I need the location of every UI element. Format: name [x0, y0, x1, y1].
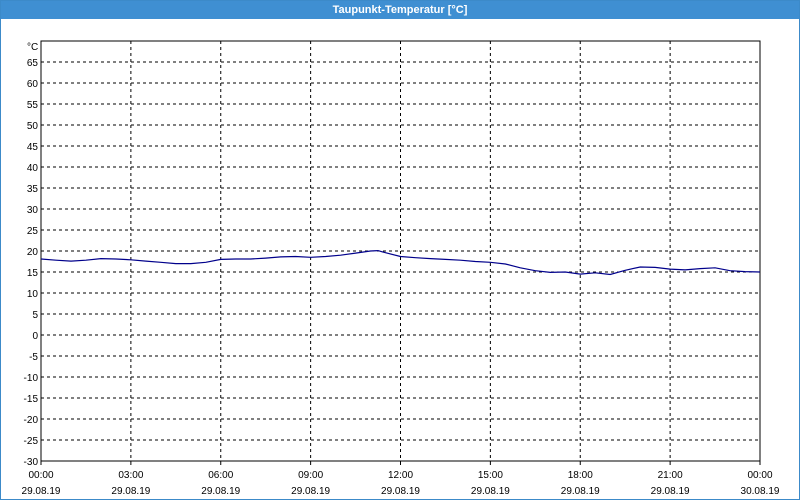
- y-tick-label: 25: [27, 226, 39, 237]
- x-tick-date: 29.08.19: [201, 486, 240, 497]
- y-tick-label: -15: [24, 394, 39, 405]
- y-tick-label: -25: [24, 436, 39, 447]
- series-line-0: [40, 249, 761, 276]
- x-tick-date: 29.08.19: [561, 486, 600, 497]
- series-layer: [40, 249, 761, 276]
- x-tick-date: 29.08.19: [381, 486, 420, 497]
- x-tick-time: 18:00: [568, 470, 593, 481]
- y-tick-label: -10: [24, 373, 39, 384]
- x-tick-date: 29.08.19: [111, 486, 150, 497]
- y-tick-label: 35: [27, 184, 39, 195]
- y-tick-label: 60: [27, 79, 39, 90]
- grid-layer: [41, 41, 760, 461]
- y-tick-label: 40: [27, 163, 39, 174]
- y-tick-label: 15: [27, 268, 39, 279]
- y-tick-label: 30: [27, 205, 39, 216]
- x-tick-time: 00:00: [747, 470, 772, 481]
- y-tick-label: 0: [32, 331, 38, 342]
- y-axis-unit-label: °C: [27, 42, 38, 53]
- x-tick-time: 21:00: [658, 470, 683, 481]
- x-tick-date: 29.08.19: [291, 486, 330, 497]
- y-tick-label: 55: [27, 100, 39, 111]
- x-tick-time: 12:00: [388, 470, 413, 481]
- x-tick-time: 06:00: [208, 470, 233, 481]
- x-tick-time: 15:00: [478, 470, 503, 481]
- y-tick-label: 50: [27, 121, 39, 132]
- y-tick-label: 20: [27, 247, 39, 258]
- y-tick-label: -5: [29, 352, 38, 363]
- y-tick-label: -20: [24, 415, 39, 426]
- x-tick-date: 29.08.19: [471, 486, 510, 497]
- window-title: Taupunkt-Temperatur [°C]: [1, 1, 799, 19]
- y-tick-label: 5: [32, 310, 38, 321]
- x-tick-time: 03:00: [118, 470, 143, 481]
- y-tick-label: 10: [27, 289, 39, 300]
- y-tick-label: 65: [27, 58, 39, 69]
- y-tick-label: -30: [24, 457, 39, 468]
- x-tick-date: 29.08.19: [22, 486, 61, 497]
- x-tick-date: 29.08.19: [651, 486, 690, 497]
- x-tick-time: 00:00: [28, 470, 53, 481]
- x-tick-date: 30.08.19: [741, 486, 780, 497]
- tick-layer: 65605550454035302520151050-5-10-15-20-25…: [22, 58, 780, 497]
- x-tick-time: 09:00: [298, 470, 323, 481]
- y-tick-label: 45: [27, 142, 39, 153]
